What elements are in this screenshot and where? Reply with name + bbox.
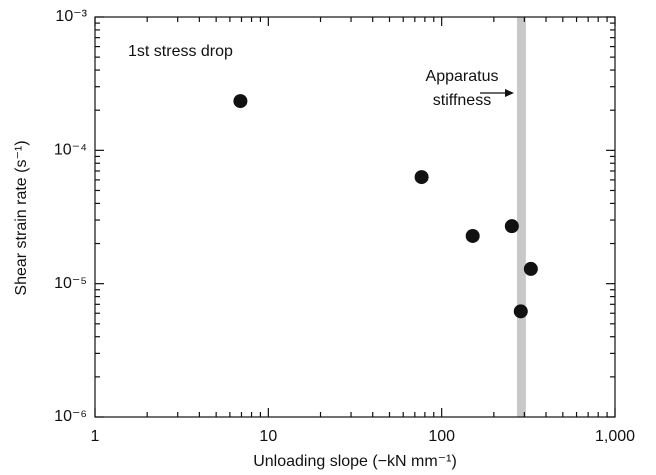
- plot-frame: [94, 16, 616, 418]
- annotation: stiffness: [433, 92, 491, 109]
- stiffness-band: [516, 17, 526, 417]
- y-tick-label: 10⁻⁵: [54, 275, 87, 292]
- x-tick-label: 1,000: [595, 428, 635, 445]
- x-tick-label: 100: [428, 428, 455, 445]
- data-point: [513, 304, 528, 319]
- y-axis-label: Shear strain rate (s⁻¹): [13, 140, 30, 295]
- y-tick-label: 10⁻⁴: [54, 142, 87, 159]
- data-point: [414, 170, 429, 185]
- y-tick-label: 10⁻³: [55, 8, 87, 25]
- x-tick-label: 1: [91, 428, 100, 445]
- x-tick-label: 10: [259, 428, 277, 445]
- y-tick-label: 10⁻⁶: [54, 408, 87, 425]
- data-point: [523, 261, 538, 276]
- data-point: [465, 228, 480, 243]
- annotation: 1st stress drop: [128, 43, 233, 60]
- x-axis-label: Unloading slope (−kN mm⁻¹): [253, 453, 457, 470]
- annotation-arrowhead: [505, 89, 514, 97]
- data-point: [504, 219, 519, 234]
- annotation: Apparatus: [426, 68, 499, 85]
- data-point: [233, 94, 248, 109]
